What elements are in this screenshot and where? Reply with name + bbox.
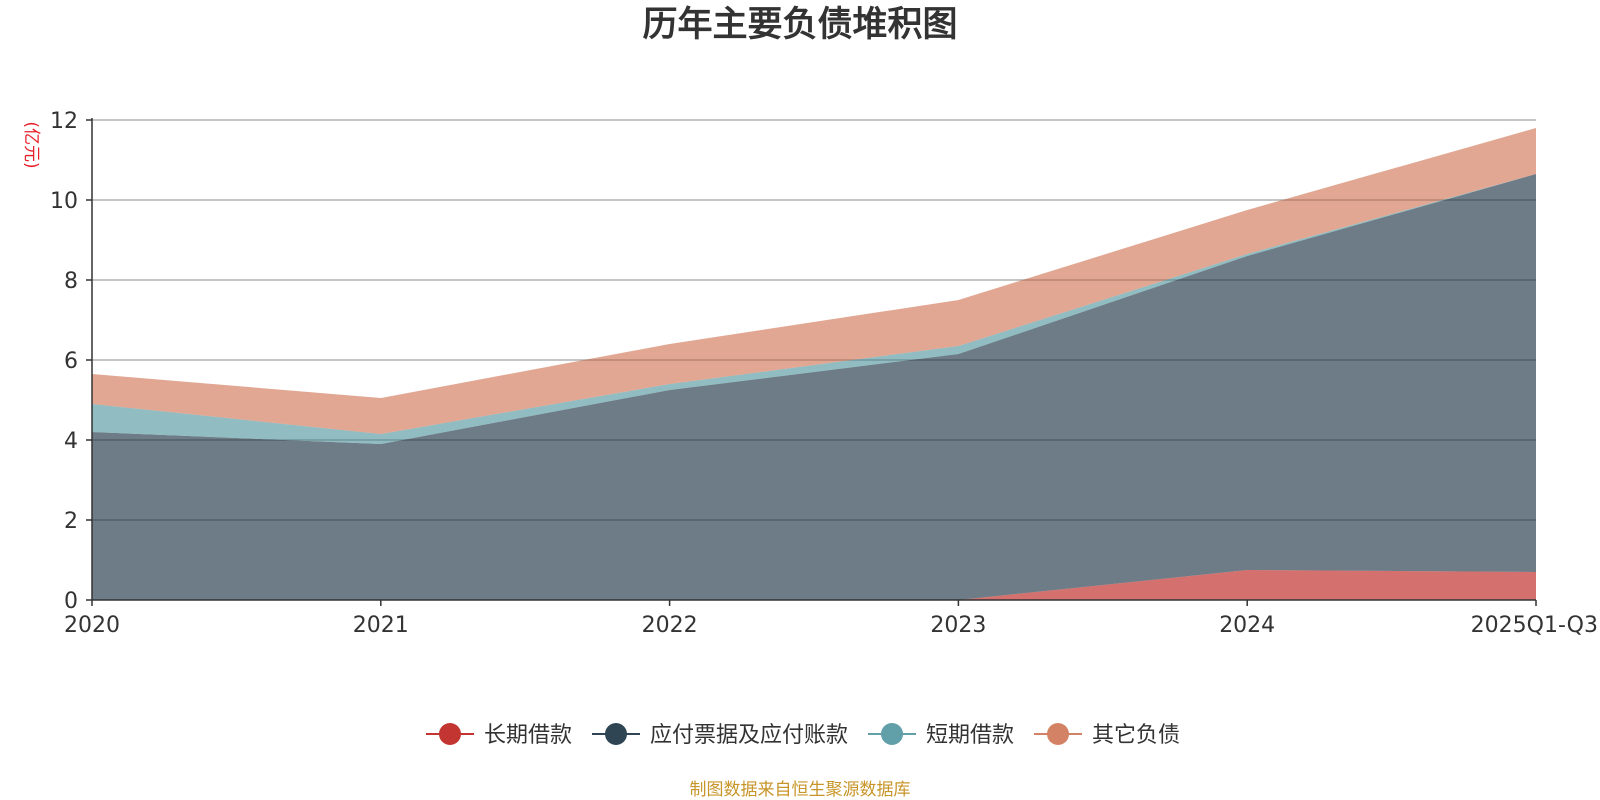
y-tick-label: 2	[64, 509, 78, 534]
area-series-1	[92, 570, 1536, 600]
chart-title: 历年主要负债堆积图	[642, 5, 957, 45]
x-tick-label: 2021	[353, 613, 409, 638]
legend-item-4[interactable]: 其它负债	[1034, 723, 1180, 748]
x-tick-label: 2022	[642, 613, 698, 638]
legend-item-2[interactable]: 应付票据及应付账款	[592, 723, 848, 748]
overlay-grid-lines	[92, 119, 1536, 521]
legend-label: 应付票据及应付账款	[650, 723, 848, 748]
y-tick-label: 4	[64, 429, 78, 454]
area-series-4	[92, 128, 1536, 434]
x-tick-label: 2023	[930, 613, 986, 638]
legend-marker	[881, 723, 903, 745]
x-tick-label: 2024	[1219, 613, 1275, 638]
legend-item-3[interactable]: 短期借款	[868, 723, 1014, 748]
area-series	[92, 128, 1536, 600]
legend-label: 其它负债	[1092, 723, 1180, 748]
legend-item-1[interactable]: 长期借款	[426, 723, 572, 748]
y-tick-label: 10	[50, 189, 78, 214]
legend-marker	[439, 723, 461, 745]
legend-label: 长期借款	[484, 723, 572, 748]
y-axis-unit: (亿元)	[21, 121, 41, 168]
x-tick-label: 2025Q1-Q3	[1471, 613, 1598, 638]
legend-marker	[605, 723, 627, 745]
y-tick-label: 8	[64, 269, 78, 294]
data-source-note: 制图数据来自恒生聚源数据库	[690, 780, 911, 800]
area-series-2	[92, 174, 1536, 600]
legend: 长期借款 应付票据及应付账款 短期借款 其它负债	[426, 723, 1180, 748]
x-tick-label: 2020	[64, 613, 120, 638]
legend-label: 短期借款	[926, 723, 1014, 748]
y-tick-label: 0	[64, 589, 78, 614]
legend-marker	[1047, 723, 1069, 745]
y-tick-label: 12	[50, 109, 78, 134]
axes: 0 2 4 6 8 10 12 2020 2021 2022 2023 2024 2025Q1-Q3	[50, 109, 1598, 638]
y-tick-label: 6	[64, 349, 78, 374]
